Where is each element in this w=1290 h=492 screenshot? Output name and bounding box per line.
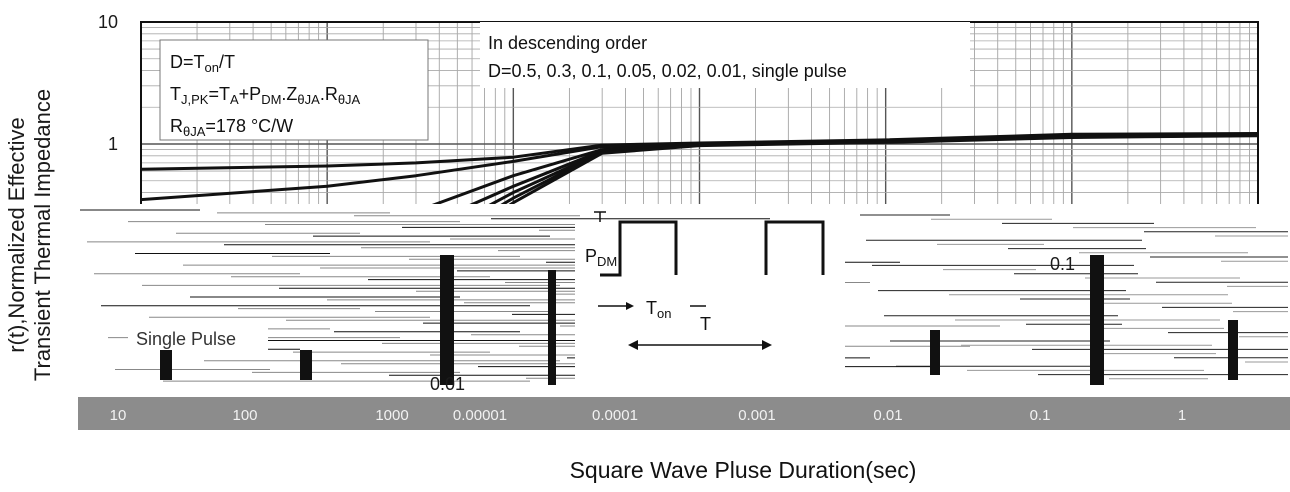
x-axis-label: Square Wave Pluse Duration(sec) bbox=[570, 457, 917, 483]
pulse-diagram: PDM Ton T bbox=[575, 211, 845, 382]
x-tick-label: 1 bbox=[1178, 407, 1186, 424]
x-tick-label: 0.00001 bbox=[453, 407, 507, 424]
single-pulse-annotation: Single Pulse bbox=[128, 324, 268, 350]
y-tick-label-0.01: 0.01 bbox=[430, 374, 465, 394]
thermal-resistance-value: RθJA=178 °C/W bbox=[170, 116, 293, 139]
formula-box: D=Ton/T TJ,PK=TA+PDM.ZθJA.RθJA RθJA=178 … bbox=[159, 39, 429, 141]
y-tick-label-10: 10 bbox=[98, 12, 118, 32]
x-tick-label: 0.01 bbox=[873, 407, 902, 424]
x-tick-labels: 10 100 1000 0.00001 0.0001 0.001 0.01 0.1 1 bbox=[110, 407, 1187, 424]
legend-line-2: D=0.5, 0.3, 0.1, 0.05, 0.02, 0.01, singl… bbox=[488, 61, 847, 81]
y-tick-label-0.1: 0.1 bbox=[1050, 254, 1075, 274]
junction-temp-formula: TJ,PK=TA+PDM.ZθJA.RθJA bbox=[170, 84, 361, 107]
y-tick-label-1: 1 bbox=[108, 134, 118, 154]
single-pulse-label: Single Pulse bbox=[136, 329, 236, 349]
legend-box: In descending order D=0.5, 0.3, 0.1, 0.0… bbox=[480, 22, 970, 88]
x-tick-band bbox=[78, 397, 1290, 430]
x-tick-label: 1000 bbox=[375, 407, 408, 424]
pdm-label: PDM bbox=[585, 246, 617, 269]
x-tick-label: 0.1 bbox=[1030, 407, 1051, 424]
x-tick-label: 10 bbox=[110, 407, 127, 424]
x-tick-label: 100 bbox=[232, 407, 257, 424]
ton-label: Ton bbox=[646, 298, 671, 321]
duty-cycle-formula: D=Ton/T bbox=[170, 52, 235, 75]
y-axis-label-line-2: Transient Thermal Impedance bbox=[30, 89, 55, 381]
period-label: T bbox=[700, 314, 711, 334]
x-tick-label: 0.001 bbox=[738, 407, 776, 424]
x-tick-label: 0.0001 bbox=[592, 407, 638, 424]
y-axis-label-line-1: r(t),Normalized Effective bbox=[4, 117, 29, 353]
legend-line-1: In descending order bbox=[488, 33, 647, 53]
